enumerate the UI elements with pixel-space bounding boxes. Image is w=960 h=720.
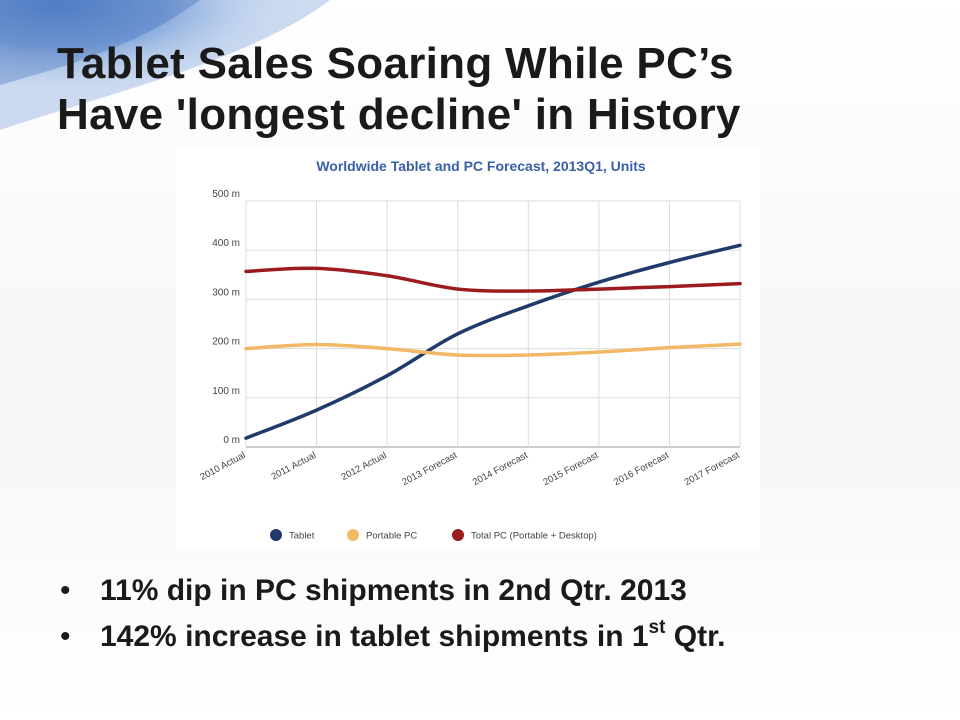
x-tick-label: 2015 Forecast — [541, 450, 600, 488]
line-chart: Worldwide Tablet and PC Forecast, 2013Q1… — [198, 158, 742, 542]
y-tick-label: 200 m — [212, 337, 240, 348]
slide-title-line-1: Tablet Sales Soaring While PC’s — [57, 39, 734, 88]
chart-panel: Worldwide Tablet and PC Forecast, 2013Q1… — [176, 149, 760, 551]
y-tick-label: 100 m — [212, 386, 240, 397]
y-tick-label: 300 m — [212, 287, 240, 298]
x-tick-label: 2010 Actual — [198, 450, 247, 483]
series-line-portable-pc — [244, 342, 742, 358]
x-tick-label: 2013 Forecast — [400, 450, 459, 488]
y-tick-label: 500 m — [212, 189, 240, 200]
bullet-text: 142% increase in tablet shipments in 1 — [100, 620, 649, 653]
x-tick-label: 2011 Actual — [270, 450, 318, 483]
bullet-list: • 11% dip in PC shipments in 2nd Qtr. 20… — [60, 568, 940, 660]
bullet-text: 11% dip in PC shipments in 2nd Qtr. 2013 — [100, 574, 687, 607]
bullet-dot-icon: • — [60, 574, 71, 607]
series-line-tablet — [244, 243, 742, 440]
x-tick-label: 2012 Actual — [340, 450, 389, 483]
legend-label: Total PC (Portable + Desktop) — [471, 531, 597, 542]
slide-title: Tablet Sales Soaring While PC’s Have 'lo… — [57, 38, 937, 140]
chart-title: Worldwide Tablet and PC Forecast, 2013Q1… — [316, 158, 646, 174]
legend-label: Portable PC — [366, 531, 417, 542]
x-tick-label: 2017 Forecast — [683, 450, 742, 488]
bullet-dot-icon: • — [60, 620, 71, 653]
bullet-tail: Qtr. — [665, 620, 726, 653]
y-tick-label: 400 m — [212, 238, 240, 249]
y-tick-label: 0 m — [223, 435, 240, 446]
x-tick-label: 2014 Forecast — [471, 450, 530, 488]
legend-marker — [347, 529, 359, 541]
slide-title-line-2: Have 'longest decline' in History — [57, 90, 741, 139]
bullet-superscript: st — [648, 617, 666, 638]
legend-marker — [452, 529, 464, 541]
legend-marker — [270, 529, 282, 541]
series-line-total-pc-portable-desktop — [244, 266, 742, 293]
bullet-item: • 11% dip in PC shipments in 2nd Qtr. 20… — [60, 568, 940, 614]
legend-label: Tablet — [289, 531, 315, 542]
bullet-item: • 142% increase in tablet shipments in 1… — [60, 614, 940, 660]
x-tick-label: 2016 Forecast — [612, 450, 671, 488]
